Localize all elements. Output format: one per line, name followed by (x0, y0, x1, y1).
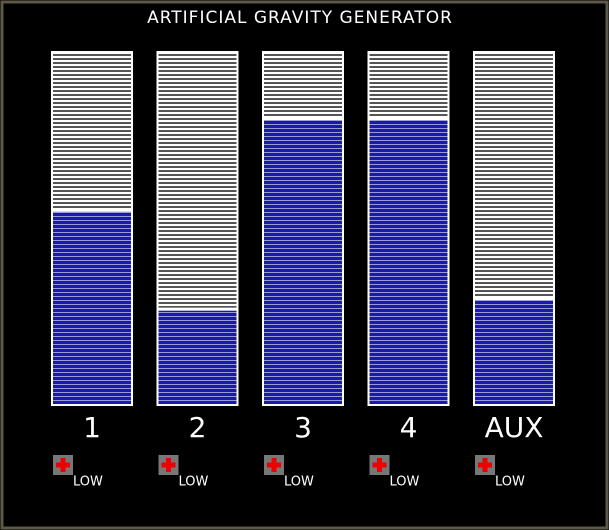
status-label: LOW (495, 475, 525, 490)
gauge-frame (156, 51, 239, 406)
gauge-frame (367, 51, 450, 406)
status-icon-cross (478, 462, 492, 468)
gauge-level-line (368, 117, 449, 121)
gauge: AUX LOW (473, 51, 555, 490)
gauge-fill (474, 299, 554, 405)
gauge-fill (157, 309, 238, 405)
gauge-level-line (52, 208, 132, 212)
status-icon-cross (267, 462, 281, 468)
gauge: 4 LOW (367, 51, 450, 490)
gauge-label: 1 (83, 411, 101, 444)
status-label: LOW (284, 475, 314, 490)
gauge-level-line (157, 307, 238, 311)
gauge: 2 LOW (156, 51, 239, 490)
gauge-fill (368, 119, 449, 405)
panel-title: ARTIFICIAL GRAVITY GENERATOR (147, 8, 453, 28)
gauge-label: AUX (485, 411, 544, 444)
status-label: LOW (73, 475, 103, 490)
gauge-label: 4 (400, 411, 418, 444)
status-label: LOW (390, 475, 420, 490)
gauge-level-line (263, 117, 343, 121)
status-icon-cross (56, 462, 70, 468)
status-icon-cross (161, 462, 176, 468)
gauge: 1 LOW (51, 51, 133, 490)
status-label: LOW (179, 475, 209, 490)
gauge-label: 3 (294, 411, 312, 444)
gauge-level-line (474, 297, 554, 301)
status-icon-cross (372, 462, 387, 468)
gauge-frame (51, 51, 133, 406)
gauge-frame (473, 51, 555, 406)
gauge-fill (263, 119, 343, 405)
gauge-label: 2 (189, 411, 207, 444)
gauge: 3 LOW (262, 51, 344, 490)
gauge-frame (262, 51, 344, 406)
gauge-fill (52, 210, 132, 405)
